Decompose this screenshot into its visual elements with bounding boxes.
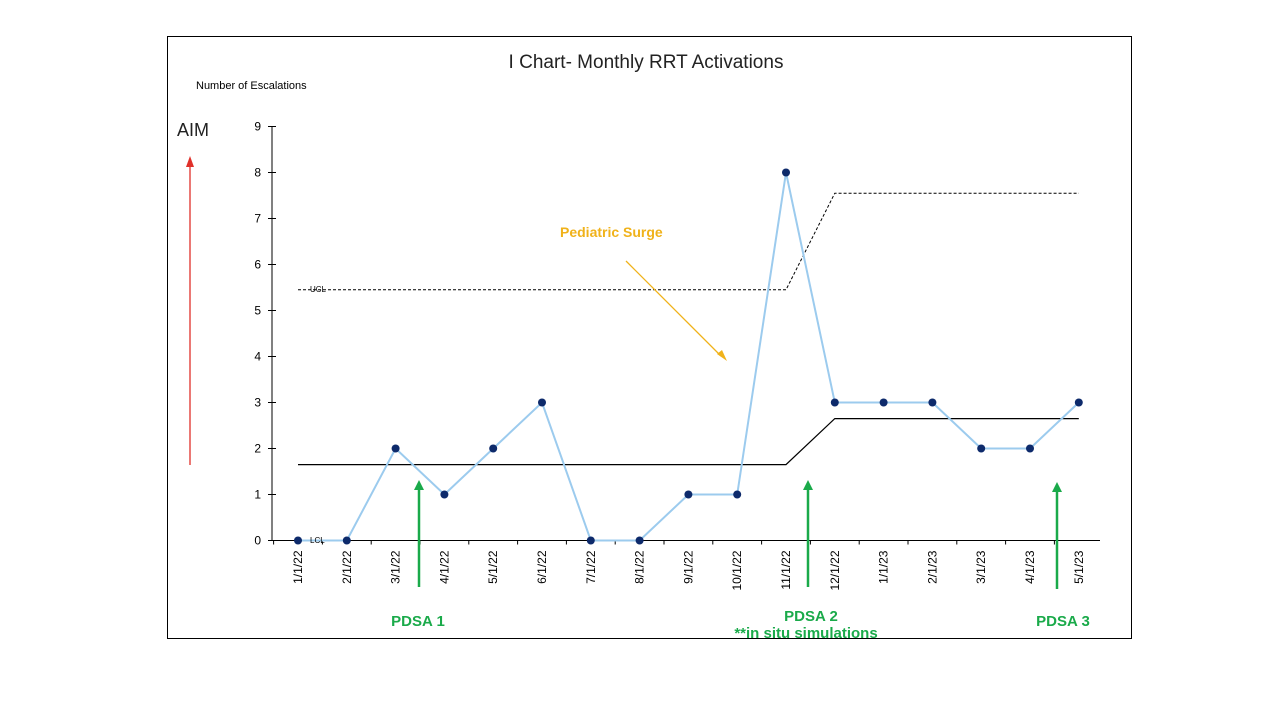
pdsa1-label: PDSA 1	[391, 613, 445, 630]
chart-frame: I Chart- Monthly RRT Activations Number …	[167, 36, 1132, 640]
data-point	[489, 444, 498, 453]
x-tick-label: 5/1/23	[1072, 550, 1086, 584]
data-point	[928, 398, 937, 407]
x-tick-label: 1/1/23	[877, 550, 891, 584]
x-tick-label: 4/1/22	[437, 550, 451, 584]
x-tick-label: 6/1/22	[535, 550, 549, 584]
x-tick-label: 1/1/22	[291, 550, 305, 584]
y-axis-label: Number of Escalations	[196, 80, 307, 92]
data-point	[440, 490, 449, 499]
data-point	[782, 168, 790, 177]
i-chart: I Chart- Monthly RRT Activations Number …	[177, 52, 1100, 640]
x-tick-label: 9/1/22	[681, 550, 695, 584]
data-point	[586, 536, 595, 545]
y-tick-label: 3	[254, 396, 261, 410]
y-tick-label: 0	[254, 534, 261, 548]
x-tick-label: 7/1/22	[584, 550, 598, 584]
y-tick-label: 6	[254, 258, 261, 272]
y-tick-label: 9	[254, 120, 261, 134]
y-tick-label: 1	[254, 488, 261, 502]
pdsa2-subtitle: **in situ simulations	[734, 625, 877, 640]
data-point	[733, 490, 742, 499]
mean-line	[298, 418, 1079, 466]
surge-arrow-shaft	[625, 260, 722, 357]
surge-annotation: Pediatric Surge	[560, 224, 663, 240]
data-point	[830, 398, 839, 407]
pdsa3-label: PDSA 3	[1036, 613, 1090, 630]
aim-label: AIM	[177, 120, 209, 140]
axes: 0 1 2 3 4 5 6 7 8 9 1/1/22 2/1/22 3/1/22 4/1/22 5/1/22…	[254, 120, 1100, 591]
chart-title: I Chart- Monthly RRT Activations	[509, 52, 784, 73]
pdsa2-arrow-icon	[803, 480, 813, 490]
x-tick-label: 10/1/22	[730, 550, 744, 590]
data-point	[684, 490, 693, 499]
data-point	[977, 444, 986, 453]
aim-arrow-icon	[186, 156, 194, 167]
data-point	[342, 536, 351, 545]
data-point	[879, 398, 888, 407]
data-point	[538, 398, 546, 407]
y-tick-label: 2	[254, 442, 261, 456]
y-tick-label: 4	[254, 350, 261, 364]
x-tick-label: 11/1/22	[779, 550, 793, 589]
data-point	[294, 536, 302, 545]
x-tick-label: 4/1/23	[1023, 550, 1037, 584]
lcl-label: LCL	[310, 536, 325, 545]
x-tick-label: 5/1/22	[486, 550, 500, 584]
pdsa1-arrow-icon	[414, 480, 424, 490]
ucl-line	[298, 192, 1079, 291]
x-tick-label: 2/1/23	[925, 550, 939, 584]
ucl-label: UCL	[310, 285, 327, 294]
x-tick-label: 3/1/22	[389, 550, 403, 584]
data-series	[294, 168, 1083, 545]
data-point	[391, 444, 400, 453]
pdsa2-label: PDSA 2	[784, 608, 838, 625]
data-point	[1074, 398, 1083, 407]
data-point	[1026, 444, 1034, 453]
surge-arrow-icon	[717, 350, 727, 361]
series-line	[298, 172, 1080, 542]
y-tick-label: 5	[254, 304, 261, 318]
pdsa3-arrow-icon	[1052, 482, 1062, 492]
x-tick-label: 12/1/22	[828, 550, 842, 590]
x-tick-label: 3/1/23	[974, 550, 988, 584]
x-tick-label: 8/1/22	[633, 550, 647, 584]
y-tick-label: 8	[254, 166, 261, 180]
x-tick-label: 2/1/22	[340, 550, 354, 584]
data-point	[635, 536, 644, 545]
y-tick-label: 7	[254, 212, 261, 226]
